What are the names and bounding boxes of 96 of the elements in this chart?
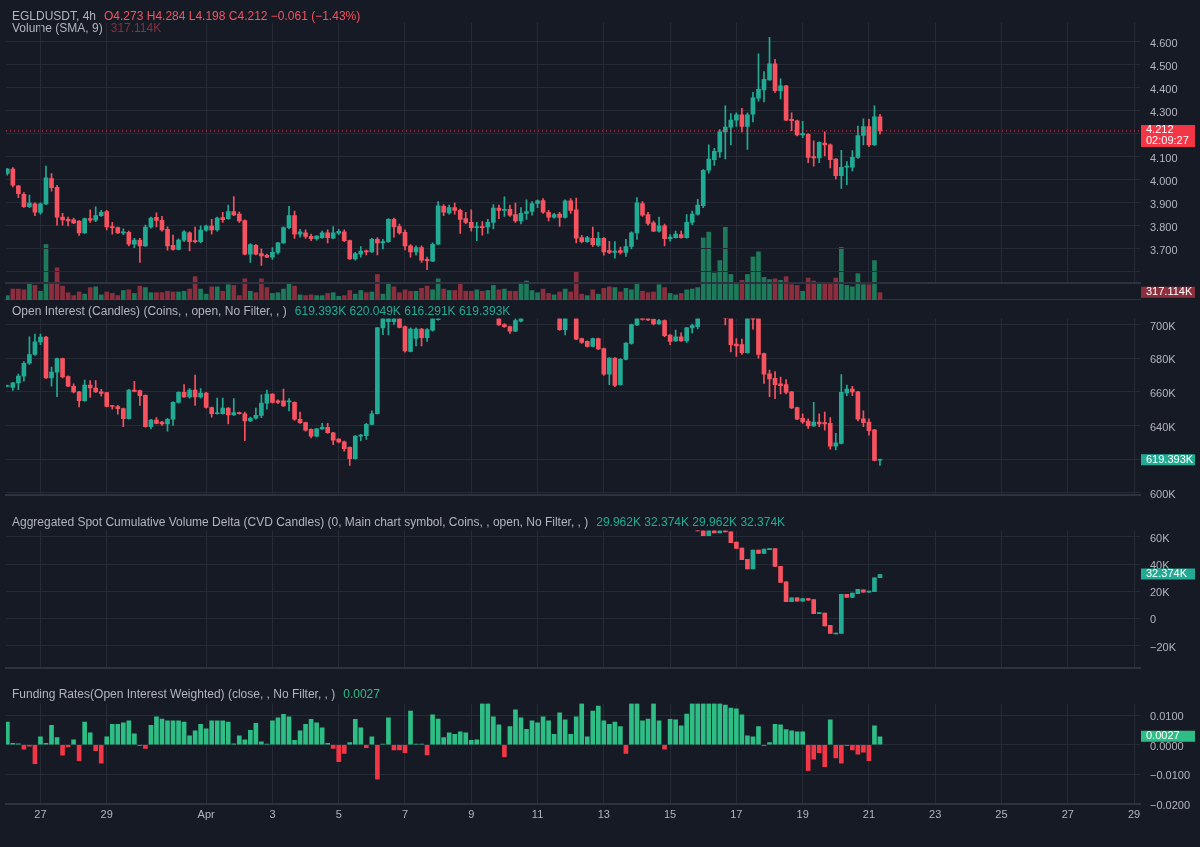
y-tick-label: 660K: [1150, 386, 1177, 399]
x-tick-label: 15: [663, 807, 677, 820]
bar: [816, 282, 822, 300]
text: 0.0027: [343, 687, 380, 701]
bar: [364, 292, 369, 300]
x-tick-label: 17: [730, 807, 743, 820]
bar: [120, 290, 126, 300]
bar: [872, 260, 877, 300]
y-tick-label: 4.000: [1150, 174, 1178, 187]
bar: [441, 288, 446, 300]
y-tick-label: −0.0200: [1150, 799, 1191, 812]
y-tick-label: 640K: [1150, 420, 1177, 433]
y-tick-label: 700K: [1150, 319, 1177, 332]
bar: [225, 284, 231, 300]
x-tick-label: 3: [269, 807, 276, 820]
bar: [375, 274, 380, 300]
y-tick-label: 4.300: [1150, 105, 1178, 118]
y-tick-label: 0.0100: [1150, 710, 1184, 723]
x-tick-label: 27: [1061, 807, 1074, 820]
bar: [800, 290, 805, 300]
y-tick-label: 680K: [1150, 353, 1177, 366]
y-tick-label: 600K: [1150, 487, 1177, 500]
bar: [82, 293, 87, 300]
candlestick: [120, 228, 126, 235]
bar: [595, 293, 601, 300]
candlestick: [474, 222, 480, 241]
bar: [27, 283, 32, 300]
chart-title: Open Interest (Candles) (Coins, , open, No Filter, , ): [12, 304, 287, 318]
text: 619.393K: [1146, 452, 1194, 465]
text: 0.0027: [1146, 729, 1180, 742]
bar: [496, 289, 502, 300]
text: 317.114K: [1146, 285, 1193, 298]
y-tick-label: 0: [1150, 613, 1157, 626]
bar: [375, 744, 380, 780]
x-tick-label: 19: [796, 807, 809, 820]
chart-title: EGLDUSDT, 4h: [12, 9, 97, 23]
bar: [325, 293, 330, 300]
x-tick-label: 23: [929, 807, 942, 820]
text: 619.393K 620.049K 616.291K 619.393K: [294, 304, 511, 318]
bar: [292, 285, 297, 300]
x-tick-label: 7: [401, 807, 409, 820]
x-tick-label: 13: [597, 807, 610, 820]
bar: [502, 288, 507, 300]
y-tick-label: 4.400: [1150, 82, 1178, 95]
bar: [126, 289, 132, 300]
x-tick-label: 9: [468, 807, 475, 820]
candlestick: [87, 209, 93, 223]
x-tick-label: 11: [531, 807, 544, 820]
y-tick-label: 4.100: [1150, 151, 1178, 164]
bar: [618, 291, 623, 300]
y-tick-label: 4.600: [1150, 36, 1178, 49]
x-tick-label: Apr: [197, 807, 216, 820]
bar: [220, 290, 226, 300]
bar: [132, 293, 137, 300]
bar: [209, 286, 215, 300]
bar: [778, 279, 783, 300]
candlestick: [479, 221, 485, 236]
x-tick-label: 5: [335, 807, 342, 820]
bar: [214, 286, 220, 300]
x-tick-label: 21: [862, 807, 876, 820]
x-tick-label: 29: [100, 807, 113, 820]
bar: [502, 744, 507, 757]
y-tick-label: 60K: [1150, 532, 1171, 545]
bar: [446, 290, 452, 300]
bar: [87, 287, 93, 300]
bar: [248, 290, 253, 300]
bar: [71, 739, 76, 745]
bar: [662, 287, 667, 300]
x-tick-label: 27: [34, 807, 47, 820]
x-tick-label: 25: [995, 807, 1008, 820]
y-tick-label: −20K: [1150, 640, 1177, 653]
bar: [6, 295, 10, 300]
text: 29.962K 32.374K 29.962K 32.374K: [596, 515, 786, 529]
y-tick-label: −0.0100: [1150, 769, 1191, 782]
bar: [662, 744, 667, 750]
y-tick-label: 3.800: [1150, 220, 1178, 233]
candlestick: [612, 241, 618, 259]
annotation: 317.114K: [110, 21, 162, 35]
y-tick-label: 20K: [1150, 586, 1171, 599]
bar: [479, 290, 485, 300]
annotation: O4.273 H4.284 L4.198 C4.212 −0.061 (−1.43%): [104, 9, 361, 23]
x-tick-label: 29: [1127, 807, 1141, 820]
ref-line-label: 4.212 02:09:27: [1146, 123, 1189, 147]
bar: [590, 289, 596, 300]
y-tick-label: 4.500: [1150, 59, 1178, 72]
bar: [474, 289, 480, 300]
bar: [369, 736, 375, 745]
chart-title: Funding Rates(Open Interest Weighted) (close, , No Filter, , ): [12, 687, 336, 701]
chart-title: Aggregated Spot Cumulative Volume Delta (CVD Candles) (0, Main chart symbol, Coins, , open, No Filter, , ): [12, 515, 589, 529]
bar: [364, 744, 369, 749]
bar: [827, 719, 833, 745]
y-tick-label: 0.0000: [1150, 739, 1184, 752]
bar: [584, 295, 590, 300]
bar: [557, 291, 562, 300]
y-tick-label: 3.900: [1150, 197, 1178, 210]
y-tick-label: 3.700: [1150, 243, 1178, 256]
